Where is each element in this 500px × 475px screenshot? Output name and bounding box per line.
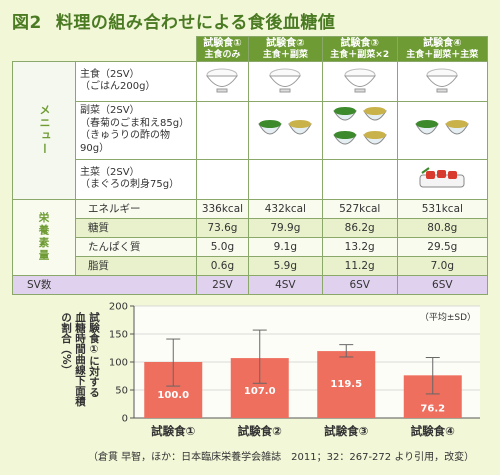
y-tick-label: 200 xyxy=(109,302,128,313)
y-tick-label: 100 xyxy=(109,358,128,369)
nutrient-label: 脂質 xyxy=(75,255,197,276)
nutrient-label: たんぱく質 xyxy=(75,236,197,257)
sv-value: 6SV xyxy=(321,274,398,295)
figure-title: 図2 料理の組み合わせによる食後血糖値 xyxy=(12,8,335,33)
nutrient-row-protein: たんぱく質 5.0g 9.1g 13.2g 29.5g xyxy=(13,236,489,257)
sv-row: SV数 2SV 4SV 6SV 6SV xyxy=(12,274,489,295)
nutrient-value: 531kcal xyxy=(396,198,489,219)
nutrient-value: 527kcal xyxy=(321,198,398,219)
bar xyxy=(317,351,376,418)
side-dish-label: 副菜（2SV） （春菊のごま和え85g） （きゅうりの酢の物90g） xyxy=(75,100,197,160)
empty-cell xyxy=(196,158,249,200)
staple-label: 主食（2SV） （ごはん200g） xyxy=(75,60,197,102)
nutrient-value: 13.2g xyxy=(321,236,398,257)
menu-row-staple: メニュー 主食（2SV） （ごはん200g） xyxy=(12,60,489,200)
nutrient-value: 11.2g xyxy=(321,255,398,276)
main-dish-label: 主菜（2SV） （まぐろの刺身75g） xyxy=(75,158,197,200)
x-tick-label: 試験食④ xyxy=(411,424,455,438)
side-dish-bowls-x2-icon xyxy=(321,100,398,160)
nutrient-row-fat: 脂質 0.6g 5.9g 11.2g 7.0g xyxy=(13,255,489,276)
header-col-1: 試験食① 主食のみ xyxy=(196,36,249,62)
x-tick-label: 試験食③ xyxy=(324,424,368,438)
empty-cell xyxy=(321,158,398,200)
nutrient-value: 79.9g xyxy=(247,217,323,238)
sv-value: 4SV xyxy=(247,274,323,295)
nutrient-value: 0.6g xyxy=(196,255,249,276)
x-tick-label: 試験食② xyxy=(238,424,282,438)
citation: （倉貫 早智，ほか：日本臨床栄養学会雑誌 2011；32：267-272 より引… xyxy=(88,452,475,463)
header-col-4: 試験食④ 主食＋副菜＋主菜 xyxy=(396,36,489,62)
nutrient-value: 336kcal xyxy=(196,198,249,219)
menu-row-side-dish: 副菜（2SV） （春菊のごま和え85g） （きゅうりの酢の物90g） xyxy=(13,100,489,160)
nutrient-value: 29.5g xyxy=(396,236,489,257)
rice-bowl-icon xyxy=(247,60,323,102)
rice-bowl-icon xyxy=(396,60,489,102)
rice-bowl-icon xyxy=(196,60,249,102)
figure-title-text: 料理の組み合わせによる食後血糖値 xyxy=(55,13,336,33)
sashimi-plate-icon xyxy=(396,158,489,200)
header-blank xyxy=(12,36,197,62)
nutrient-side-label: 栄養素量 xyxy=(12,198,76,276)
nutrient-label: エネルギー xyxy=(75,198,197,219)
sv-label: SV数 xyxy=(12,274,197,295)
data-label: 76.2 xyxy=(420,403,445,414)
menu-table: 試験食① 主食のみ 試験食② 主食＋副菜 試験食③ 主食＋副菜×2 試験食④ 主食＋副菜… xyxy=(12,36,489,295)
empty-cell xyxy=(247,158,323,200)
nutrient-row-energy: 栄養素量 エネルギー 336kcal 432kcal 527kcal 531kc… xyxy=(12,198,489,276)
chart-note: （平均±SD） xyxy=(420,311,476,323)
empty-cell xyxy=(196,100,249,160)
nutrient-value: 5.9g xyxy=(247,255,323,276)
y-axis-label: の割合（%） xyxy=(60,312,72,375)
x-tick-label: 試験食① xyxy=(151,424,195,438)
bar-chart: 0 50 100 150 200 試験食①に対する 血糖時間曲線下面積 の割合（%） （平均±S… xyxy=(12,296,488,442)
header-col-3: 試験食③ 主食＋副菜×2 xyxy=(321,36,398,62)
nutrient-label: 糖質 xyxy=(75,217,197,238)
figure-number: 図2 xyxy=(12,13,42,33)
nutrient-value: 7.0g xyxy=(396,255,489,276)
nutrient-row-carb: 糖質 73.6g 79.9g 86.2g 80.8g xyxy=(13,217,489,238)
data-label: 119.5 xyxy=(330,379,362,390)
header-row: 試験食① 主食のみ 試験食② 主食＋副菜 試験食③ 主食＋副菜×2 試験食④ 主食＋副菜… xyxy=(12,36,489,62)
y-axis-label: 試験食①に対する xyxy=(88,311,100,397)
sv-value: 2SV xyxy=(196,274,249,295)
sv-value: 6SV xyxy=(396,274,489,295)
nutrient-value: 5.0g xyxy=(196,236,249,257)
header-col-2: 試験食② 主食＋副菜 xyxy=(247,36,323,62)
menu-side-label: メニュー xyxy=(12,60,76,200)
nutrient-value: 86.2g xyxy=(321,217,398,238)
y-tick-label: 50 xyxy=(115,386,128,397)
nutrient-value: 432kcal xyxy=(247,198,323,219)
y-axis-label: 血糖時間曲線下面積 xyxy=(74,311,86,407)
data-label: 107.0 xyxy=(244,386,276,397)
menu-row-main-dish: 主菜（2SV） （まぐろの刺身75g） xyxy=(13,158,489,200)
rice-bowl-icon xyxy=(321,60,398,102)
nutrient-value: 9.1g xyxy=(247,236,323,257)
y-tick-label: 0 xyxy=(122,414,128,425)
side-dish-bowls-icon xyxy=(396,100,489,160)
data-label: 100.0 xyxy=(157,390,189,401)
nutrient-value: 73.6g xyxy=(196,217,249,238)
side-dish-bowls-icon xyxy=(247,100,323,160)
y-tick-label: 150 xyxy=(109,330,128,341)
nutrient-value: 80.8g xyxy=(396,217,489,238)
